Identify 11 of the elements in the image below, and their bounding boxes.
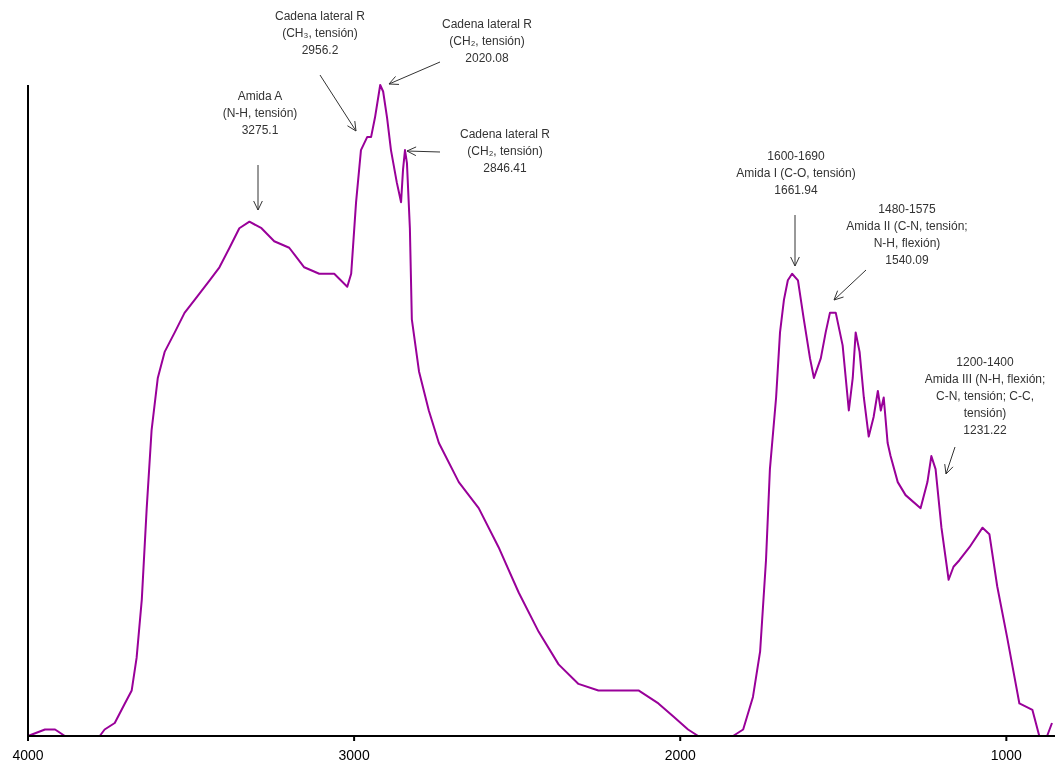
annotation: Cadena lateral R (CH₂, tensión) 2846.41 (459, 127, 551, 175)
annotation: Amida A (N-H, tensión) 3275.1 (222, 89, 298, 137)
annotation: 1200-1400 Amida III (N-H, flexión; C-N, tensión; C-C, tensión) 1231.22 (924, 355, 1046, 437)
text: Cadena lateral R (CH₃, tensión) 2956.2 (274, 9, 366, 57)
x-tick-label: 3000 (338, 747, 370, 763)
text: Cadena lateral R (CH₂, tensión) 2020.08 (441, 17, 533, 65)
annotation: 1600-1690 Amida I (C-O, tensión) 1661.94 (736, 149, 856, 197)
annotation: 1480-1575 Amida II (C-N, tensión; N-H, flexión) 1540.09 (846, 202, 968, 267)
x-tick-label: 1000 (990, 747, 1023, 763)
x-tick-label: 2000 (664, 747, 697, 763)
x-tick-label: 4000 (12, 747, 44, 763)
